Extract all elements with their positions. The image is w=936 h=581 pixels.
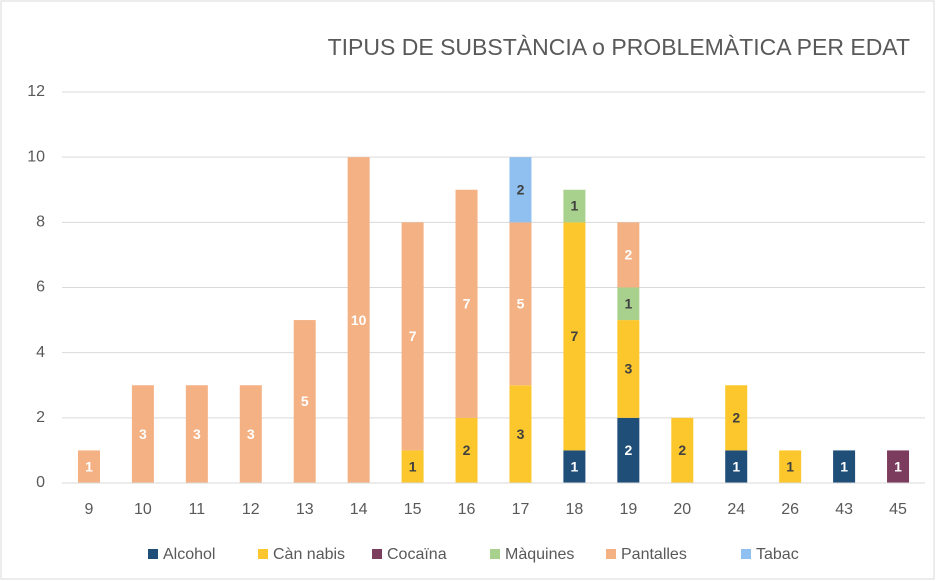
data-label: 5 — [517, 295, 525, 311]
bar-segment — [401, 222, 424, 451]
legend-label: Càn nabis — [273, 546, 345, 563]
bar-segment — [455, 417, 478, 483]
x-tick-label: 26 — [781, 501, 799, 518]
data-label: 1 — [624, 295, 632, 311]
bar-segment — [563, 450, 586, 483]
y-tick-label: 10 — [27, 148, 45, 165]
y-tick-label: 0 — [36, 474, 45, 491]
data-label: 1 — [571, 198, 579, 214]
x-tick-label: 9 — [85, 501, 94, 518]
x-tick-label: 18 — [566, 501, 584, 518]
bar-segment — [563, 189, 586, 223]
legend-swatch — [490, 549, 500, 559]
bar-segment — [509, 157, 532, 223]
data-label: 3 — [517, 426, 525, 442]
x-tick-label: 15 — [404, 501, 422, 518]
data-label: 7 — [463, 295, 471, 311]
chart-title: TIPUS DE SUBSTÀNCIA o PROBLEMÀTICA PER E… — [328, 34, 910, 60]
bar-segment — [617, 222, 640, 288]
bar-segment — [617, 287, 640, 321]
bar-segment — [833, 450, 856, 483]
bar-segment — [401, 450, 424, 483]
legend-label: Tabac — [756, 546, 799, 563]
legend-swatch — [148, 549, 158, 559]
data-label: 3 — [193, 426, 201, 442]
x-tick-label: 14 — [350, 501, 368, 518]
bar-segment — [77, 450, 100, 483]
legend-label: Cocaïna — [387, 546, 447, 563]
data-label: 2 — [624, 442, 632, 458]
bar-segment — [509, 222, 532, 386]
bar-segment — [563, 222, 586, 451]
x-tick-label: 16 — [458, 501, 476, 518]
x-tick-label: 20 — [673, 501, 691, 518]
data-label: 3 — [624, 361, 632, 377]
bar-segment — [455, 189, 478, 418]
legend-label: Màquines — [505, 546, 574, 563]
y-tick-label: 4 — [36, 344, 45, 361]
data-label: 1 — [840, 458, 848, 474]
data-label: 2 — [517, 181, 525, 197]
x-tick-label: 10 — [134, 501, 152, 518]
y-tick-label: 8 — [36, 214, 45, 231]
bar-segment — [617, 417, 640, 483]
data-label: 3 — [139, 426, 147, 442]
bar-segment — [725, 450, 748, 483]
x-tick-label: 17 — [512, 501, 530, 518]
data-label: 2 — [624, 247, 632, 263]
data-label: 3 — [247, 426, 255, 442]
legend-swatch — [741, 549, 751, 559]
legend-label: Alcohol — [163, 546, 215, 563]
x-tick-label: 11 — [189, 501, 206, 518]
data-label: 2 — [732, 410, 740, 426]
legend-swatch — [258, 549, 268, 559]
bar-segment — [617, 320, 640, 418]
bar-segment — [509, 385, 532, 483]
bar-segment — [779, 450, 802, 483]
data-label: 1 — [786, 458, 794, 474]
data-label: 10 — [351, 312, 367, 328]
legend-label: Pantalles — [621, 546, 687, 563]
data-label: 1 — [571, 458, 579, 474]
legend-swatch — [606, 549, 616, 559]
bar-segment — [131, 385, 154, 483]
x-tick-label: 19 — [619, 501, 637, 518]
y-tick-label: 2 — [36, 409, 45, 426]
y-tick-label: 6 — [36, 279, 45, 296]
bar-segment — [887, 450, 910, 483]
bar-segment — [725, 385, 748, 451]
data-label: 2 — [463, 442, 471, 458]
legend-swatch — [372, 549, 382, 559]
data-label: 1 — [732, 458, 740, 474]
data-label: 1 — [409, 458, 417, 474]
data-label: 5 — [301, 393, 309, 409]
x-tick-label: 24 — [727, 501, 745, 518]
bar-segment — [185, 385, 208, 483]
x-tick-label: 12 — [242, 501, 260, 518]
x-tick-label: 45 — [889, 501, 907, 518]
y-tick-label: 12 — [27, 83, 45, 100]
data-label: 7 — [409, 328, 417, 344]
x-tick-label: 43 — [835, 501, 853, 518]
bar-segment — [347, 157, 370, 483]
data-label: 1 — [85, 458, 93, 474]
bar-segment — [293, 320, 316, 483]
data-label: 2 — [678, 442, 686, 458]
data-label: 1 — [894, 458, 902, 474]
bar-segment — [239, 385, 262, 483]
bar-segment — [671, 417, 694, 483]
data-label: 7 — [571, 328, 579, 344]
x-tick-label: 13 — [296, 501, 314, 518]
